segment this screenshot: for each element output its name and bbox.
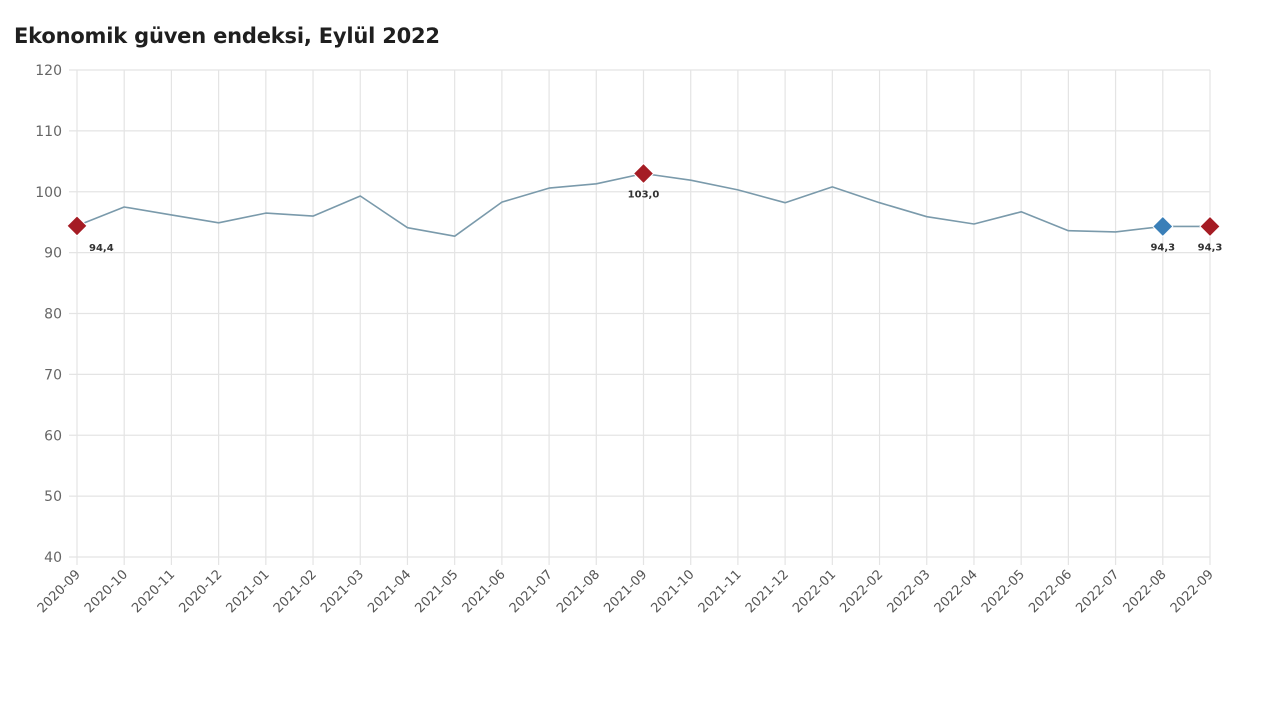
data-label: 103,0	[628, 189, 660, 200]
x-tick-label: 2021-02	[271, 567, 320, 616]
x-tick-label: 2021-04	[365, 567, 414, 616]
y-tick-label: 60	[44, 428, 62, 444]
data-label: 94,4	[89, 243, 114, 254]
x-tick-label: 2021-01	[224, 567, 273, 616]
x-tick-label: 2022-02	[837, 567, 886, 616]
x-tick-label: 2021-06	[460, 567, 509, 616]
chart-title: Ekonomik güven endeksi, Eylül 2022	[14, 24, 440, 48]
y-tick-label: 90	[44, 246, 62, 262]
y-tick-label: 80	[44, 307, 62, 323]
x-tick-label: 2022-06	[1026, 567, 1075, 616]
data-label: 94,3	[1198, 242, 1223, 253]
diamond-marker	[1199, 215, 1221, 238]
x-tick-label: 2021-07	[507, 567, 556, 616]
x-tick-label: 2020-11	[129, 567, 178, 616]
y-tick-label: 40	[44, 550, 62, 566]
x-tick-label: 2022-04	[932, 567, 981, 616]
x-tick-label: 2022-01	[790, 567, 839, 616]
x-tick-label: 2022-07	[1073, 567, 1122, 616]
x-tick-label: 2021-08	[554, 567, 603, 616]
y-tick-label: 110	[35, 124, 62, 140]
x-tick-label: 2020-12	[176, 567, 225, 616]
x-tick-label: 2021-10	[649, 567, 698, 616]
y-tick-label: 70	[44, 367, 62, 383]
diamond-marker	[1152, 215, 1174, 238]
x-tick-label: 2020-10	[82, 567, 131, 616]
y-tick-label: 120	[35, 63, 62, 79]
data-label: 94,3	[1150, 242, 1175, 253]
y-tick-label: 50	[44, 489, 62, 505]
x-tick-label: 2022-05	[979, 567, 1028, 616]
x-tick-label: 2021-12	[743, 567, 792, 616]
x-tick-label: 2021-03	[318, 567, 367, 616]
x-tick-label: 2020-09	[35, 567, 84, 616]
x-tick-label: 2021-05	[412, 567, 461, 616]
x-tick-label: 2021-11	[696, 567, 745, 616]
x-axis: 2020-092020-102020-112020-122021-012021-…	[35, 567, 1217, 616]
highlight-markers: 94,4 103,0 94,3 94,3	[66, 162, 1223, 254]
diamond-marker	[632, 162, 655, 185]
diamond-marker	[66, 215, 88, 237]
y-axis: 40 50 60 70 80 90 100 110 120	[35, 63, 62, 566]
grid-lines	[69, 69, 1211, 565]
y-tick-label: 100	[35, 185, 62, 201]
x-tick-label: 2022-09	[1168, 567, 1217, 616]
x-tick-label: 2021-09	[601, 567, 650, 616]
x-tick-label: 2022-03	[885, 567, 934, 616]
x-tick-label: 2022-08	[1121, 567, 1170, 616]
